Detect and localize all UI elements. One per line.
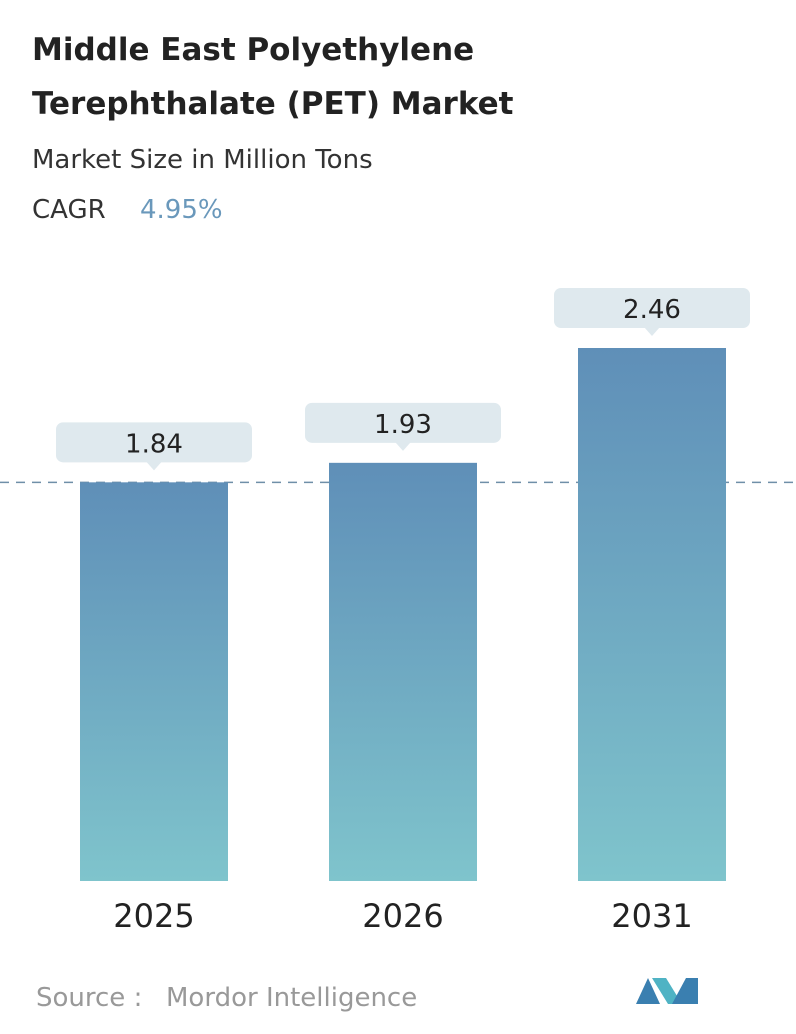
x-tick-label: 2025	[113, 897, 194, 935]
subtitle: Market Size in Million Tons	[32, 145, 373, 175]
x-tick-label: 2026	[362, 897, 443, 935]
value-label-box	[56, 422, 252, 463]
value-label: 1.93	[374, 410, 432, 440]
value-label-box	[305, 402, 501, 443]
bar	[578, 348, 726, 881]
value-label: 2.46	[623, 295, 681, 325]
bar	[329, 462, 477, 881]
cagr-value: 4.95%	[140, 195, 223, 225]
value-label-pointer	[395, 441, 411, 451]
chart-title: Middle East Polyethylene	[32, 32, 474, 68]
logo	[636, 978, 698, 1004]
x-tick-label: 2031	[611, 897, 692, 935]
bar	[80, 482, 228, 881]
value-label-box	[554, 288, 750, 328]
value-label-pointer	[146, 461, 162, 471]
chart-title: Terephthalate (PET) Market	[32, 86, 514, 122]
source: Mordor Intelligence	[166, 983, 417, 1013]
cagr-label: CAGR	[32, 195, 106, 225]
value-label-pointer	[644, 327, 660, 336]
source-label: Source :	[36, 983, 142, 1013]
value-label: 1.84	[125, 429, 183, 459]
